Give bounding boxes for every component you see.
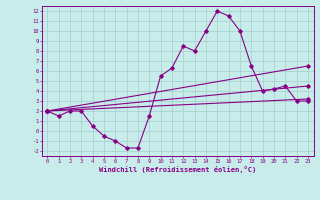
X-axis label: Windchill (Refroidissement éolien,°C): Windchill (Refroidissement éolien,°C)	[99, 166, 256, 173]
